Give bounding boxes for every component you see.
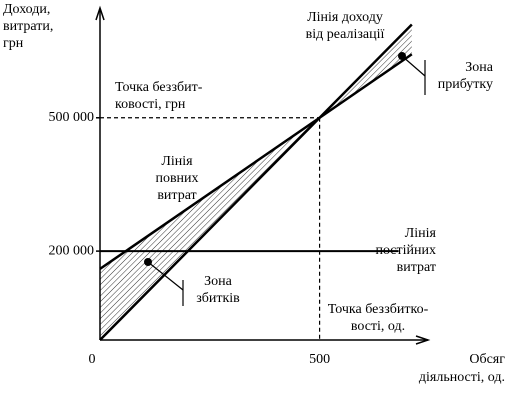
- x-arrow: [415, 335, 431, 345]
- zone-dot: [144, 258, 152, 266]
- annotation: Обсяг: [469, 352, 505, 367]
- annotation: Зона: [204, 274, 233, 289]
- annotation: збитків: [196, 291, 240, 306]
- annotation: Лінія: [405, 226, 437, 241]
- annotation: витрат: [397, 260, 436, 275]
- annotation: прибутку: [438, 77, 493, 92]
- annotation: постійних: [375, 243, 436, 258]
- x-tick-label: 500: [309, 352, 330, 367]
- line: [99, 23, 413, 341]
- annotation: Зона: [465, 60, 494, 75]
- annotation: повних: [155, 171, 198, 186]
- zone-dot: [398, 52, 406, 60]
- line: [99, 53, 413, 270]
- x-tick-label: 0: [89, 352, 96, 367]
- annotation: діяльності, од.: [419, 370, 505, 385]
- annotation: Точка беззбит-: [115, 80, 203, 95]
- y-arrow: [95, 5, 105, 21]
- annotation: грн: [3, 36, 24, 51]
- annotation: Точка беззбитко-: [328, 302, 429, 317]
- y-tick-label: 200 000: [49, 243, 95, 258]
- y-tick-label: 500 000: [49, 110, 95, 125]
- annotation: вості, од.: [351, 319, 405, 334]
- annotation: від реалізації: [306, 27, 385, 42]
- annotation: витрат: [157, 188, 196, 203]
- annotation: Доходи,: [3, 2, 50, 17]
- annotation: Лінія: [161, 154, 193, 169]
- annotation: витрати,: [3, 19, 53, 34]
- annotation: ковості, грн: [115, 97, 186, 112]
- annotation: Лінія доходу: [307, 10, 383, 25]
